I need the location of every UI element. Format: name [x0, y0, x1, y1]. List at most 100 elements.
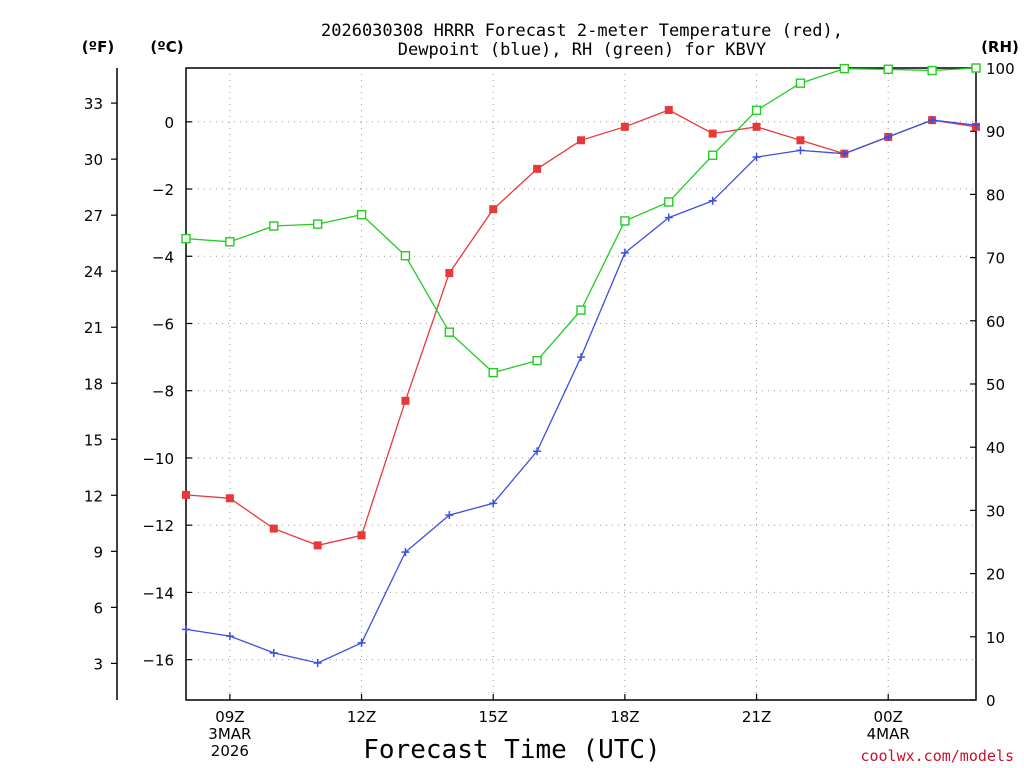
- dewpoint-point: [620, 248, 629, 257]
- dewpoint-point: [489, 499, 498, 508]
- x-tick-label: 12Z: [347, 708, 376, 726]
- celsius-tick-label: 0: [164, 114, 174, 132]
- chart-title-line-2: Dewpoint (blue), RH (green) for KBVY: [398, 40, 766, 60]
- rh-tick-label: 90: [986, 123, 1005, 141]
- dewpoint-point: [445, 511, 454, 520]
- dewpoint-point: [884, 132, 893, 141]
- rh-tick-label: 100: [986, 60, 1015, 78]
- dewpoint-point: [840, 149, 849, 158]
- dewpoint-point: [796, 146, 805, 155]
- dewpoint-point: [357, 638, 366, 647]
- dewpoint-point: [972, 121, 980, 130]
- dewpoint-point: [401, 548, 410, 557]
- rh-tick-label: 30: [986, 502, 1005, 520]
- temperature-point: [708, 129, 717, 138]
- x-tick-label: 4MAR: [867, 725, 910, 743]
- celsius-tick-label: −8: [152, 383, 174, 401]
- x-tick-label: 15Z: [479, 708, 508, 726]
- fahrenheit-tick-label: 21: [84, 319, 103, 337]
- fahrenheit-tick-label: 33: [84, 95, 103, 113]
- rh-tick-label: 40: [986, 439, 1005, 457]
- rh-unit-label: (RH): [981, 38, 1019, 56]
- dewpoint-point: [313, 659, 322, 668]
- temperature-point: [445, 269, 454, 278]
- dewpoint-point: [225, 632, 234, 641]
- temperature-point: [401, 396, 410, 405]
- rh-point: [839, 63, 850, 74]
- x-tick-label: 00Z: [874, 708, 903, 726]
- temperature-point: [357, 531, 366, 540]
- temperature-point: [664, 106, 673, 115]
- rh-point: [576, 305, 586, 315]
- rh-point: [883, 64, 893, 74]
- fahrenheit-tick-label: 18: [84, 375, 103, 393]
- data-series: [181, 63, 981, 668]
- credit-text: coolwx.com/models: [860, 747, 1014, 765]
- chart-title-line-1: 2026030308 HRRR Forecast 2-meter Tempera…: [321, 21, 843, 41]
- rh-point: [444, 327, 455, 337]
- fahrenheit-tick-label: 15: [84, 431, 103, 449]
- rh-point: [620, 216, 630, 226]
- rh-line: [185, 67, 977, 374]
- rh-tick-label: 60: [986, 313, 1005, 331]
- temperature-point: [269, 524, 278, 533]
- fahrenheit-tick-label: 27: [84, 207, 103, 225]
- rh-point: [488, 367, 498, 378]
- rh-tick-label: 0: [986, 692, 996, 710]
- plot-frame: [185, 67, 977, 701]
- rh-point: [400, 251, 411, 261]
- temperature-point: [182, 490, 190, 499]
- fahrenheit-tick-label: 3: [93, 655, 103, 673]
- rh-tick-label: 70: [986, 250, 1005, 268]
- celsius-unit-label: (ºC): [150, 38, 183, 56]
- grid-lines: [186, 68, 976, 700]
- celsius-tick-label: −6: [152, 315, 174, 333]
- rh-point: [664, 197, 674, 207]
- rh-tick-label: 20: [986, 566, 1005, 584]
- fahrenheit-unit-label: (ºF): [82, 38, 114, 56]
- x-tick-label: 18Z: [610, 708, 639, 726]
- temperature-point: [225, 494, 234, 503]
- rh-point: [927, 65, 937, 76]
- dewpoint-point: [533, 447, 542, 456]
- rh-tick-label: 10: [986, 629, 1005, 647]
- x-tick-label: 09Z: [215, 708, 244, 726]
- temperature-point: [489, 205, 498, 214]
- celsius-tick-label: −10: [142, 450, 174, 468]
- dewpoint-point: [928, 116, 937, 125]
- fahrenheit-tick-label: 9: [93, 543, 103, 561]
- rh-tick-label: 80: [986, 186, 1005, 204]
- dewpoint-point: [708, 196, 717, 205]
- rh-point: [532, 355, 542, 366]
- x-tick-label: 21Z: [742, 708, 771, 726]
- celsius-tick-label: −4: [152, 248, 174, 266]
- rh-point: [707, 150, 718, 160]
- temperature-point: [620, 122, 629, 131]
- fahrenheit-tick-label: 30: [84, 151, 103, 169]
- rh-point: [225, 237, 235, 247]
- temperature-point: [313, 541, 322, 550]
- axes: 33302724211815129630−2−4−6−8−10−12−14−16…: [84, 60, 1015, 760]
- temperature-line: [185, 109, 977, 547]
- rh-tick-label: 50: [986, 376, 1005, 394]
- x-axis-title: Forecast Time (UTC): [363, 735, 660, 765]
- temperature-point: [796, 136, 805, 145]
- temperature-point: [533, 164, 542, 173]
- fahrenheit-tick-label: 24: [84, 263, 103, 281]
- fahrenheit-tick-label: 6: [93, 599, 103, 617]
- dewpoint-point: [182, 625, 190, 634]
- x-tick-label: 2026: [211, 742, 249, 760]
- temperature-point: [752, 122, 761, 131]
- fahrenheit-tick-label: 12: [84, 487, 103, 505]
- rh-point: [795, 78, 806, 88]
- celsius-tick-label: −14: [142, 584, 174, 602]
- celsius-tick-label: −2: [152, 181, 174, 199]
- dewpoint-line: [185, 119, 977, 664]
- temperature-point: [577, 136, 585, 145]
- dewpoint-point: [752, 153, 761, 162]
- dewpoint-point: [577, 353, 585, 362]
- rh-point: [751, 105, 762, 116]
- rh-point: [181, 233, 191, 244]
- rh-point: [356, 209, 367, 220]
